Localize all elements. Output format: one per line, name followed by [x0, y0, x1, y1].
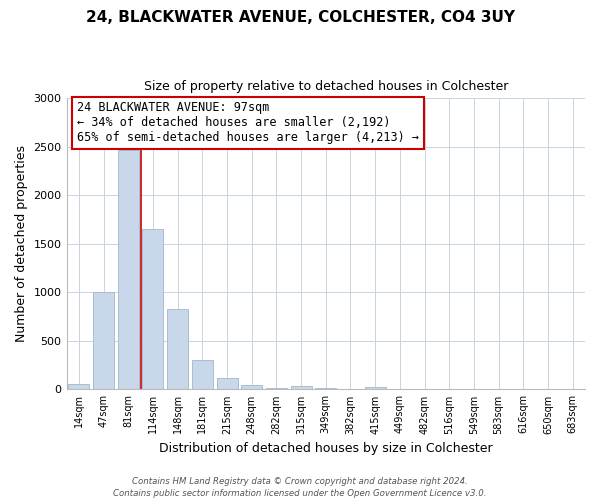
- Text: 24 BLACKWATER AVENUE: 97sqm
← 34% of detached houses are smaller (2,192)
65% of : 24 BLACKWATER AVENUE: 97sqm ← 34% of det…: [77, 101, 419, 144]
- Bar: [315, 388, 336, 390]
- Bar: [241, 384, 262, 390]
- Text: 24, BLACKWATER AVENUE, COLCHESTER, CO4 3UY: 24, BLACKWATER AVENUE, COLCHESTER, CO4 3…: [86, 10, 515, 25]
- Bar: [118, 150, 139, 390]
- Text: Contains HM Land Registry data © Crown copyright and database right 2024.
Contai: Contains HM Land Registry data © Crown c…: [113, 476, 487, 498]
- Bar: [142, 230, 163, 390]
- Bar: [68, 384, 89, 390]
- Bar: [192, 360, 213, 390]
- Title: Size of property relative to detached houses in Colchester: Size of property relative to detached ho…: [143, 80, 508, 93]
- Y-axis label: Number of detached properties: Number of detached properties: [15, 146, 28, 342]
- Bar: [365, 388, 386, 390]
- Bar: [266, 388, 287, 390]
- Bar: [167, 309, 188, 390]
- Bar: [217, 378, 238, 390]
- X-axis label: Distribution of detached houses by size in Colchester: Distribution of detached houses by size …: [159, 442, 493, 455]
- Bar: [290, 386, 311, 390]
- Bar: [93, 292, 114, 390]
